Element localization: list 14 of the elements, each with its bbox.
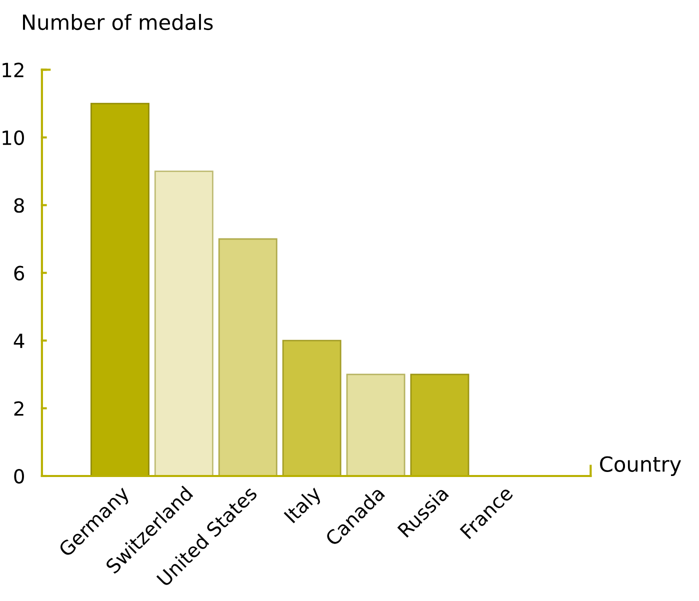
y-tick-label: 6: [14, 266, 24, 281]
y-tick-label: 10: [2, 130, 24, 146]
y-tick-label: 4: [14, 334, 24, 348]
bar: [410, 374, 470, 476]
y-tick-label: 2: [14, 401, 24, 416]
bar: [218, 238, 278, 476]
y-tick-label: 12: [2, 62, 24, 78]
bar: [282, 340, 342, 476]
y-tick-label: 8: [14, 198, 24, 213]
bar: [346, 374, 406, 476]
y-tick-label: 0: [14, 468, 24, 484]
y-axis-title: Number of medals: [23, 14, 213, 30]
bar: [154, 170, 214, 476]
x-axis-title: Country: [600, 456, 682, 476]
